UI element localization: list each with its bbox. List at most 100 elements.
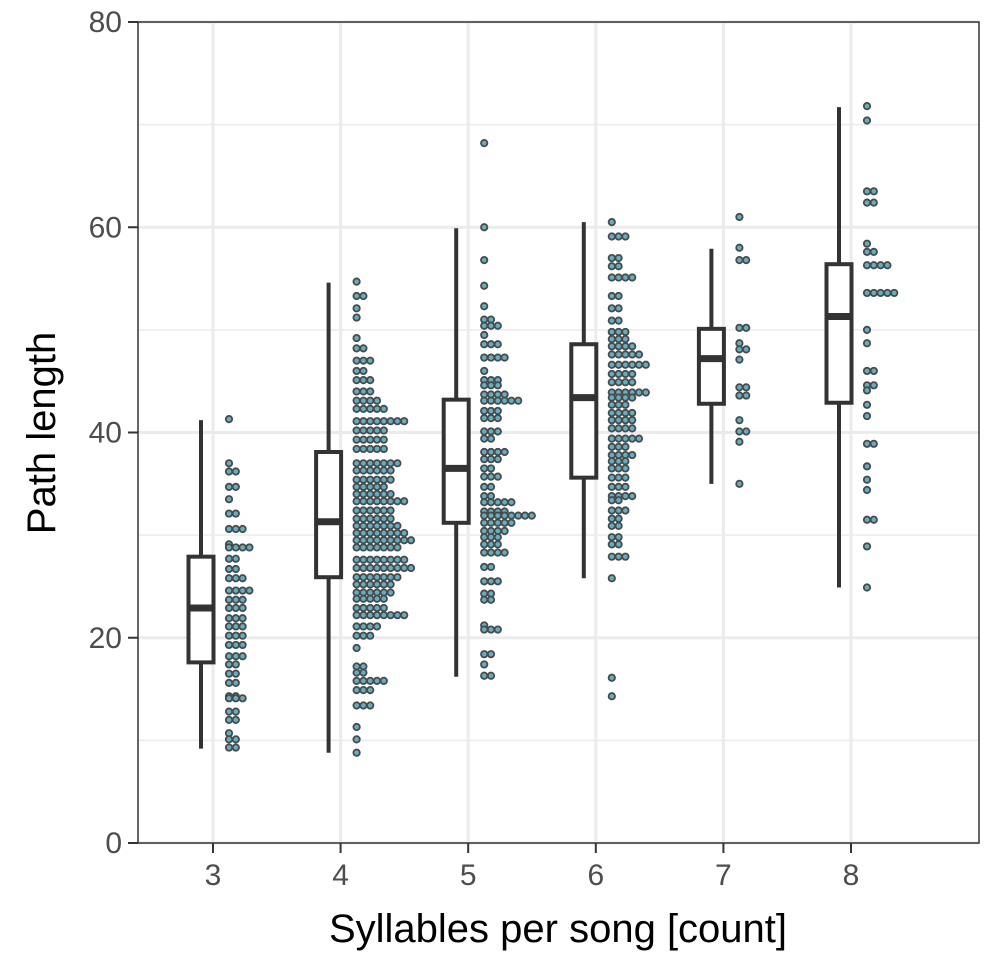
data-point (500, 518, 509, 527)
data-point (393, 543, 402, 552)
data-point (231, 524, 240, 534)
data-point (862, 583, 872, 592)
data-point (359, 528, 368, 538)
data-point (245, 543, 254, 552)
data-point (372, 536, 382, 545)
data-point (607, 552, 616, 561)
data-point (862, 400, 872, 409)
data-point (486, 595, 496, 604)
data-point (634, 350, 644, 359)
y-tick-label: 60 (89, 211, 122, 244)
data-point (379, 514, 388, 523)
data-point (406, 536, 416, 545)
data-point (614, 232, 623, 241)
data-point (231, 678, 240, 688)
data-point (359, 404, 368, 413)
data-point (607, 253, 616, 263)
data-point (393, 563, 402, 573)
data-point (372, 603, 382, 613)
data-point (366, 701, 375, 710)
data-point (486, 455, 496, 464)
data-point (614, 327, 623, 337)
data-point (486, 533, 496, 542)
data-point (366, 376, 375, 385)
x-tick-label: 8 (843, 859, 860, 892)
data-point (352, 396, 361, 405)
data-point (614, 378, 623, 387)
data-point (386, 475, 395, 484)
data-point (480, 464, 489, 473)
data-point (366, 444, 375, 454)
data-point (614, 262, 623, 271)
data-point (493, 472, 502, 481)
data-point (735, 255, 744, 265)
data-point (366, 555, 375, 564)
data-point (621, 482, 630, 491)
data-point (486, 434, 496, 443)
data-point (614, 273, 623, 282)
data-point (400, 563, 409, 573)
data-point (379, 573, 388, 582)
data-point (735, 437, 744, 446)
data-point (352, 482, 361, 491)
dot-plot-3 (224, 415, 254, 752)
data-point (862, 198, 872, 207)
data-point (366, 622, 375, 631)
data-point (238, 603, 247, 613)
data-point (628, 378, 637, 387)
data-point (480, 660, 489, 669)
y-tick-label: 80 (89, 6, 122, 39)
data-point (628, 393, 637, 402)
data-point (607, 360, 616, 369)
data-point (224, 459, 234, 468)
data-point (614, 442, 623, 451)
data-point (480, 427, 489, 436)
data-point (379, 489, 388, 499)
data-point (735, 479, 744, 488)
data-point (621, 492, 630, 501)
data-point (379, 426, 388, 435)
data-point (486, 447, 496, 457)
data-point (621, 369, 630, 379)
data-point (486, 353, 496, 362)
x-tick-label: 3 (205, 859, 222, 892)
data-point (352, 444, 361, 454)
data-point (480, 434, 489, 443)
data-point (486, 340, 496, 349)
data-point (486, 427, 496, 436)
data-point (607, 574, 616, 583)
data-point (493, 340, 502, 349)
data-point (400, 555, 409, 564)
data-point (366, 603, 375, 613)
data-point (372, 466, 382, 475)
data-point (607, 692, 616, 701)
data-point (231, 622, 240, 631)
data-point (500, 353, 509, 362)
data-point (224, 467, 234, 476)
data-point (614, 457, 623, 466)
data-point (486, 650, 496, 659)
data-point (507, 518, 516, 527)
data-point (366, 475, 375, 484)
data-point (614, 408, 623, 418)
data-point (614, 434, 623, 443)
data-point (359, 417, 368, 426)
data-point (352, 555, 361, 564)
data-point (379, 563, 388, 573)
data-point (379, 611, 388, 620)
data-point (869, 439, 878, 448)
data-point (607, 393, 616, 402)
data-point (352, 426, 361, 435)
data-point (379, 555, 388, 564)
data-point (607, 496, 616, 505)
data-point (224, 735, 234, 744)
data-point (486, 671, 496, 680)
data-point (742, 345, 751, 354)
data-point (621, 416, 630, 425)
data-point (486, 482, 496, 491)
data-point (607, 291, 616, 301)
data-point (614, 360, 623, 369)
data-point (224, 743, 234, 752)
data-point (621, 464, 630, 473)
data-point (607, 533, 616, 542)
